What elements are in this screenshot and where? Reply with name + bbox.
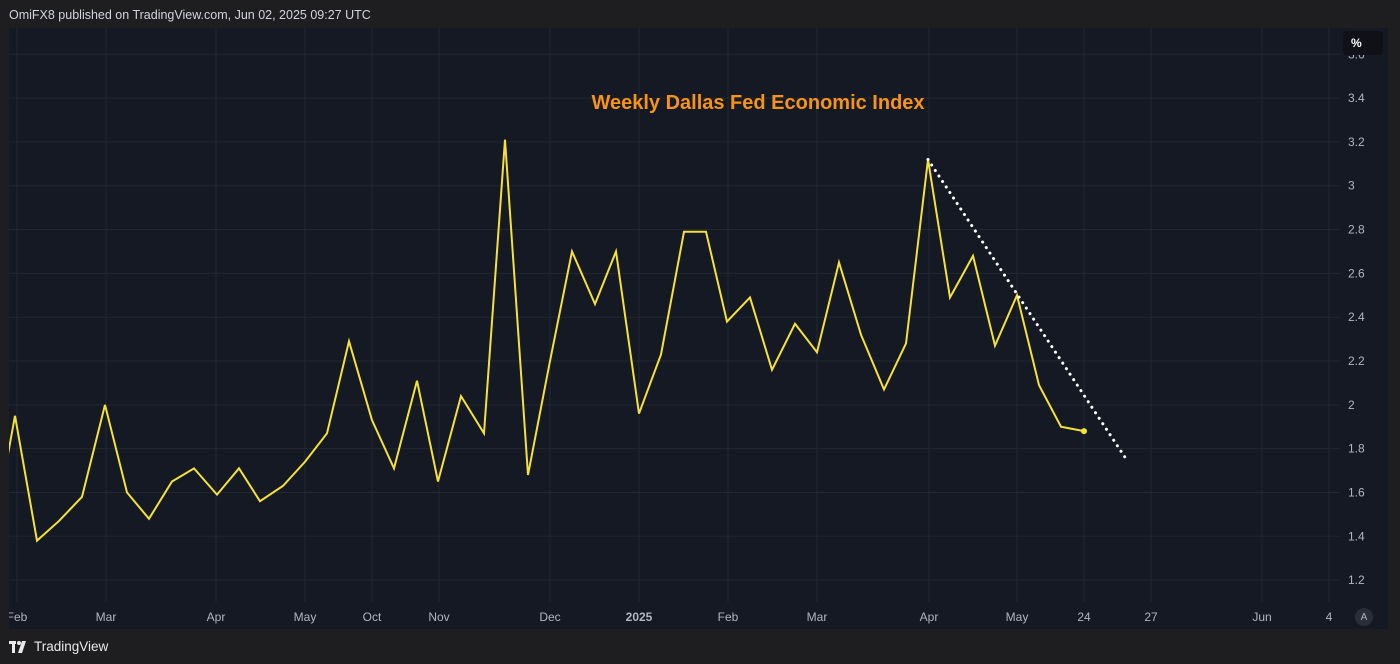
time-axis[interactable]: Feb Mar Apr May Oct Nov Dec 2025 Feb Mar Apr May 24 2…	[7, 602, 1388, 629]
x-tick-label: Dec	[539, 610, 560, 624]
x-tick-label: Feb	[718, 610, 739, 624]
y-tick-label: 1.4	[1348, 529, 1365, 543]
x-tick-label: Jun	[1252, 610, 1271, 624]
y-tick-label: 1.6	[1348, 485, 1365, 499]
y-tick-label: 2.6	[1348, 266, 1365, 280]
chart-area[interactable]	[9, 28, 1340, 602]
chart-grid	[9, 28, 1340, 602]
x-tick-label: 24	[1077, 610, 1091, 624]
y-tick-label: 3	[1348, 179, 1355, 193]
chart-marks	[9, 139, 1130, 543]
publisher-info: OmiFX8 published on TradingView.com, Jun…	[9, 8, 371, 22]
x-tick-label: 27	[1144, 610, 1158, 624]
x-tick-label: 2025	[626, 610, 653, 624]
tradingview-logo-icon	[9, 640, 26, 653]
y-tick-label: 1.2	[1348, 573, 1365, 587]
y-tick-label: 3.2	[1348, 135, 1365, 149]
last-value-point	[1081, 428, 1087, 435]
dotted-trendline	[926, 157, 1130, 464]
y-tick-label: 2.2	[1348, 354, 1365, 368]
x-tick-label: May	[294, 610, 317, 624]
chart-svg	[9, 28, 1340, 602]
x-tick-label: Mar	[96, 610, 117, 624]
chart-title: Weekly Dallas Fed Economic Index	[591, 92, 925, 114]
x-tick-label: Apr	[920, 610, 939, 624]
unit-toggle-button[interactable]: %	[1343, 31, 1383, 55]
x-tick-label: Nov	[428, 610, 449, 624]
price-axis-labels: 1.21.41.61.822.22.42.62.833.23.43.6	[1348, 47, 1365, 587]
y-tick-label: 2.8	[1348, 223, 1365, 237]
x-tick-label: Mar	[807, 610, 828, 624]
footer: TradingView	[0, 629, 1400, 664]
top-bar: OmiFX8 published on TradingView.com, Jun…	[0, 0, 1400, 28]
y-tick-label: 2	[1348, 398, 1355, 412]
series-line	[9, 139, 1085, 543]
x-tick-label: Apr	[207, 610, 226, 624]
time-axis-labels: Feb Mar Apr May Oct Nov Dec 2025 Feb Mar Apr May 24 2…	[7, 610, 1333, 624]
brand-name: TradingView	[34, 639, 109, 654]
brand[interactable]: TradingView	[9, 639, 108, 654]
price-axis[interactable]: 1.21.41.61.822.22.42.62.833.23.43.6	[1340, 28, 1388, 602]
x-tick-label: Feb	[9, 610, 28, 624]
x-tick-label: Oct	[363, 610, 382, 624]
y-tick-label: 1.8	[1348, 442, 1365, 456]
x-tick-label: May	[1006, 610, 1029, 624]
y-tick-label: 3.4	[1348, 91, 1365, 105]
x-tick-label: 4	[1326, 610, 1333, 624]
auto-scale-button[interactable]: A	[1355, 608, 1373, 626]
y-tick-label: 2.4	[1348, 310, 1365, 324]
